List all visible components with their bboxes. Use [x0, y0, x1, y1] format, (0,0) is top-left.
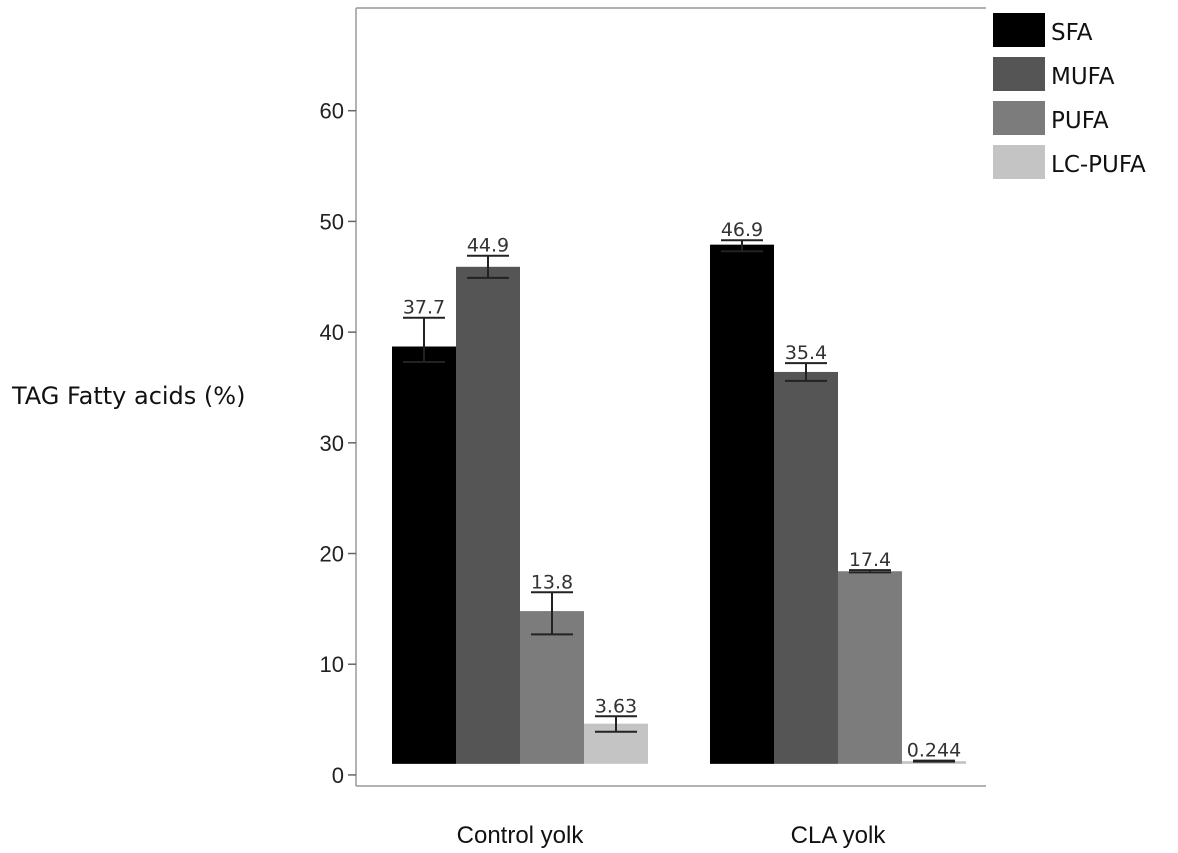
- x-category-label: Control yolk: [457, 822, 585, 849]
- y-tick-label: 60: [320, 99, 344, 124]
- bar: [838, 571, 902, 764]
- data-label: 46.9: [721, 219, 763, 241]
- bar: [392, 346, 456, 764]
- y-axis: 0 10 20 30 40 50 60: [320, 99, 356, 788]
- y-tick-label: 0: [332, 763, 344, 788]
- legend-swatch: [993, 13, 1045, 47]
- data-label: 35.4: [785, 342, 827, 364]
- data-label: 0.244: [907, 740, 961, 762]
- legend-label: SFA: [1051, 20, 1093, 46]
- y-tick-label: 50: [320, 209, 344, 234]
- plot-frame: [355, 7, 986, 787]
- bar: [520, 611, 584, 764]
- data-label: 3.63: [595, 695, 637, 717]
- legend-swatch: [993, 145, 1045, 179]
- y-tick-label: 20: [320, 542, 344, 567]
- legend-label: PUFA: [1051, 108, 1109, 134]
- data-label: 13.8: [531, 571, 573, 593]
- bars: [392, 244, 966, 764]
- legend-label: MUFA: [1051, 64, 1115, 90]
- y-tick-label: 40: [320, 320, 344, 345]
- bar: [710, 244, 774, 764]
- legend-label: LC-PUFA: [1051, 152, 1146, 178]
- error-bars: [403, 239, 955, 763]
- data-label: 44.9: [467, 235, 509, 257]
- data-label: 17.4: [849, 549, 891, 571]
- bar: [456, 266, 520, 764]
- bar: [774, 371, 838, 764]
- x-axis: Control yolk CLA yolk: [457, 822, 887, 849]
- data-labels: 37.7 44.9 13.8 3.63 46.9 35.4 17.4 0.244: [403, 219, 961, 761]
- legend: SFA MUFA PUFA LC-PUFA: [993, 13, 1146, 179]
- y-tick-label: 10: [320, 652, 344, 677]
- y-tick-label: 30: [320, 431, 344, 456]
- data-label: 37.7: [403, 297, 445, 319]
- x-category-label: CLA yolk: [791, 822, 887, 849]
- legend-swatch: [993, 57, 1045, 91]
- y-axis-title: TAG Fatty acids (%): [11, 382, 245, 410]
- legend-swatch: [993, 101, 1045, 135]
